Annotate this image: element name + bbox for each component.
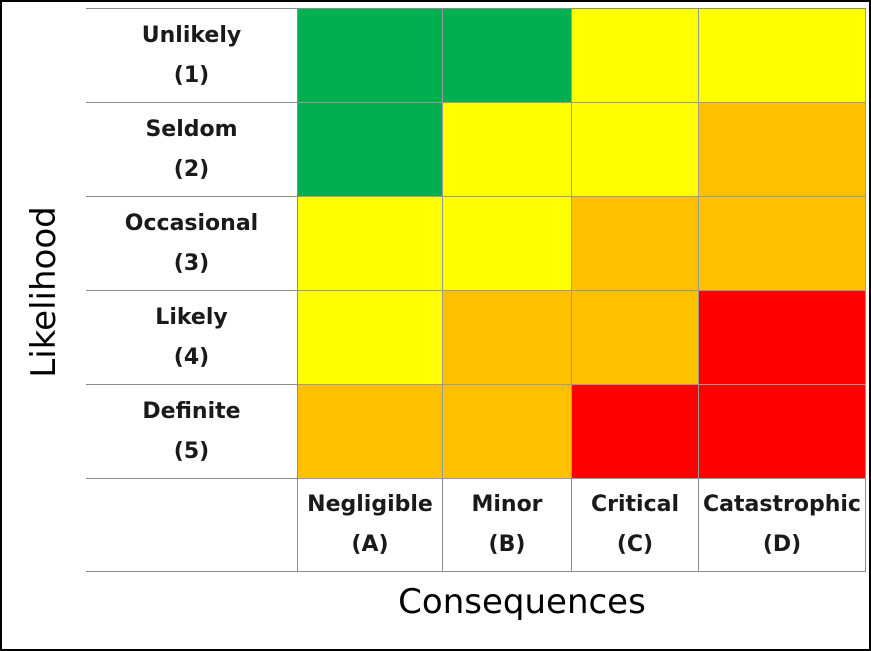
risk-cell-3-D-orange [699, 197, 866, 291]
consequence-label-d-code: (D) [762, 532, 802, 557]
risk-cell-5-B-orange [443, 385, 572, 479]
risk-cell-1-C-yellow [572, 9, 699, 103]
consequence-label-a: Negligible (A) [298, 479, 443, 572]
risk-cell-4-C-orange [572, 291, 699, 385]
risk-cell-5-C-red [572, 385, 699, 479]
x-axis-title: Consequences [398, 582, 646, 622]
y-axis-title: Likelihood [24, 206, 64, 378]
risk-cell-3-B-yellow [443, 197, 572, 291]
risk-cell-4-A-yellow [298, 291, 443, 385]
consequence-label-d-name: Catastrophic [703, 492, 861, 517]
likelihood-label-5: Definite (5) [86, 385, 298, 479]
risk-cell-5-D-red [699, 385, 866, 479]
consequence-label-c: Critical (C) [572, 479, 699, 572]
likelihood-label-5-code: (5) [173, 438, 210, 464]
risk-cell-2-C-yellow [572, 103, 699, 197]
likelihood-label-4-name: Likely [155, 304, 228, 330]
likelihood-label-3: Occasional (3) [86, 197, 298, 291]
consequence-label-a-code: (A) [351, 532, 389, 557]
consequence-label-b-name: Minor [471, 492, 543, 517]
likelihood-label-1-code: (1) [173, 62, 210, 88]
risk-cell-5-A-orange [298, 385, 443, 479]
consequence-label-c-code: (C) [616, 532, 654, 557]
likelihood-label-2-code: (2) [173, 156, 210, 182]
risk-cell-3-A-yellow [298, 197, 443, 291]
likelihood-label-5-name: Definite [142, 398, 241, 424]
risk-cell-4-B-orange [443, 291, 572, 385]
likelihood-label-1: Unlikely (1) [86, 9, 298, 103]
risk-cell-1-D-yellow [699, 9, 866, 103]
likelihood-label-1-name: Unlikely [141, 22, 242, 48]
consequence-label-a-name: Negligible [307, 492, 433, 517]
risk-cell-1-A-green [298, 9, 443, 103]
risk-cell-2-A-green [298, 103, 443, 197]
risk-cell-3-C-orange [572, 197, 699, 291]
likelihood-label-3-code: (3) [173, 250, 210, 276]
likelihood-label-4: Likely (4) [86, 291, 298, 385]
likelihood-label-2-name: Seldom [145, 116, 238, 142]
consequence-label-c-name: Critical [590, 492, 680, 517]
risk-matrix-grid: Unlikely (1) Seldom (2) Occasional (3) Likely (… [86, 8, 866, 572]
risk-cell-2-D-orange [699, 103, 866, 197]
risk-cell-1-B-green [443, 9, 572, 103]
consequence-label-d: Catastrophic (D) [699, 479, 866, 572]
consequence-label-b: Minor (B) [443, 479, 572, 572]
likelihood-label-4-code: (4) [173, 344, 210, 370]
matrix-corner [86, 479, 298, 572]
risk-cell-2-B-yellow [443, 103, 572, 197]
consequence-label-b-code: (B) [488, 532, 526, 557]
likelihood-label-3-name: Occasional [124, 210, 259, 236]
likelihood-label-2: Seldom (2) [86, 103, 298, 197]
risk-cell-4-D-red [699, 291, 866, 385]
